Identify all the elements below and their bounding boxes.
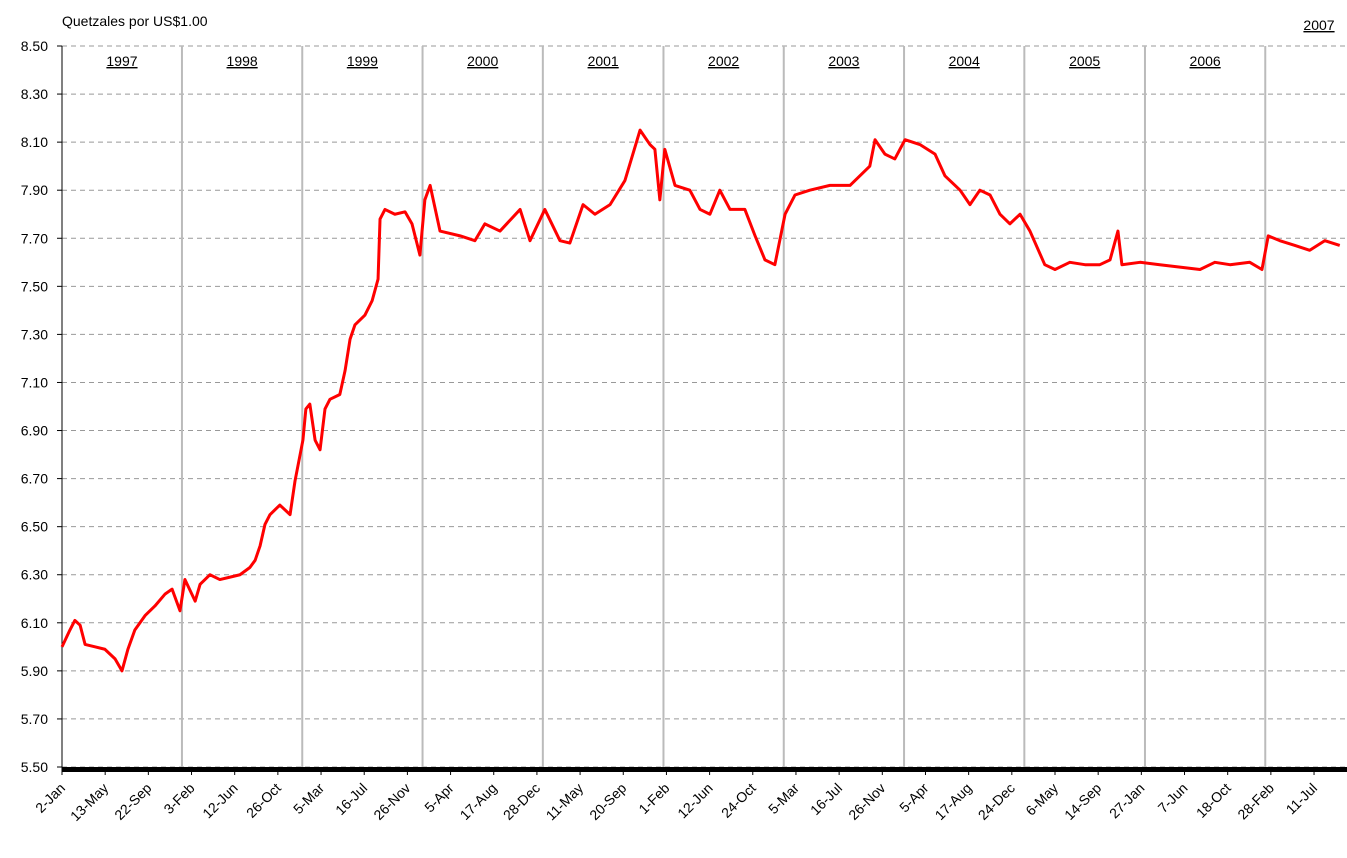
x-tick-label: 5-Mar	[290, 780, 327, 817]
x-tick-label: 18-Oct	[1193, 780, 1234, 821]
y-tick-label: 7.10	[21, 374, 48, 390]
year-label: 2000	[467, 53, 498, 69]
year-label: 2007	[1303, 17, 1334, 33]
y-tick-label: 6.90	[21, 423, 48, 439]
x-tick-label: 11-May	[543, 780, 587, 824]
y-tick-label: 6.70	[21, 471, 48, 487]
x-axis	[62, 767, 1347, 772]
year-label: 2001	[588, 53, 619, 69]
x-tick-label: 6-May	[1022, 780, 1061, 819]
y-tick-label: 6.50	[21, 519, 48, 535]
y-tick-label: 7.50	[21, 278, 48, 294]
x-tick-label: 1-Feb	[635, 780, 672, 817]
x-tick-label: 20-Sep	[586, 780, 629, 823]
x-tick-label: 26-Nov	[370, 780, 413, 823]
x-tick-label: 26-Oct	[243, 780, 284, 821]
x-tick-label: 11-Jul	[1283, 780, 1321, 818]
y-tick-label: 6.10	[21, 615, 48, 631]
y-tick-label: 7.30	[21, 326, 48, 342]
x-tick-label: 3-Feb	[160, 780, 197, 817]
year-label: 2005	[1069, 53, 1100, 69]
x-tick-label: 14-Sep	[1061, 780, 1104, 823]
y-tick-label: 8.50	[21, 38, 48, 54]
x-tick-label: 12-Jun	[674, 780, 716, 822]
year-label: 2004	[949, 53, 980, 69]
x-tick-label: 5-Apr	[896, 780, 932, 816]
x-tick-label: 5-Apr	[421, 780, 457, 816]
x-tick-label: 16-Jul	[807, 780, 845, 818]
y-axis-title: Quetzales por US$1.00	[62, 13, 208, 29]
x-tick-label: 28-Feb	[1234, 780, 1277, 823]
year-label: 2003	[828, 53, 859, 69]
y-tick-label: 6.30	[21, 567, 48, 583]
x-tick-label: 28-Dec	[500, 780, 543, 823]
year-label: 2006	[1190, 53, 1221, 69]
x-tick-label: 2-Jan	[32, 780, 68, 816]
year-label: 1999	[347, 53, 378, 69]
x-tick-label: 13-May	[67, 780, 111, 824]
y-tick-label: 7.90	[21, 182, 48, 198]
y-tick-label: 7.70	[21, 230, 48, 246]
y-tick-label: 5.90	[21, 663, 48, 679]
x-tick-label: 22-Sep	[111, 780, 154, 823]
y-tick-label: 8.10	[21, 134, 48, 150]
x-tick-label: 24-Dec	[975, 780, 1018, 823]
x-tick-label: 26-Nov	[845, 780, 888, 823]
x-tick-label: 17-Aug	[457, 780, 500, 823]
y-tick-label: 5.70	[21, 711, 48, 727]
x-tick-label: 5-Mar	[765, 780, 802, 817]
y-tick-label: 5.50	[21, 759, 48, 775]
x-tick-label: 7-Jun	[1155, 780, 1191, 816]
year-label: 1998	[227, 53, 258, 69]
x-tick-label: 16-Jul	[332, 780, 370, 818]
x-tick-label: 24-Oct	[718, 780, 759, 821]
year-label: 1997	[106, 53, 137, 69]
year-label: 2002	[708, 53, 739, 69]
x-tick-label: 27-Jan	[1106, 780, 1148, 822]
y-tick-label: 8.30	[21, 86, 48, 102]
data-line	[60, 128, 1341, 673]
x-tick-label: 17-Aug	[932, 780, 975, 823]
x-tick-label: 12-Jun	[199, 780, 241, 822]
